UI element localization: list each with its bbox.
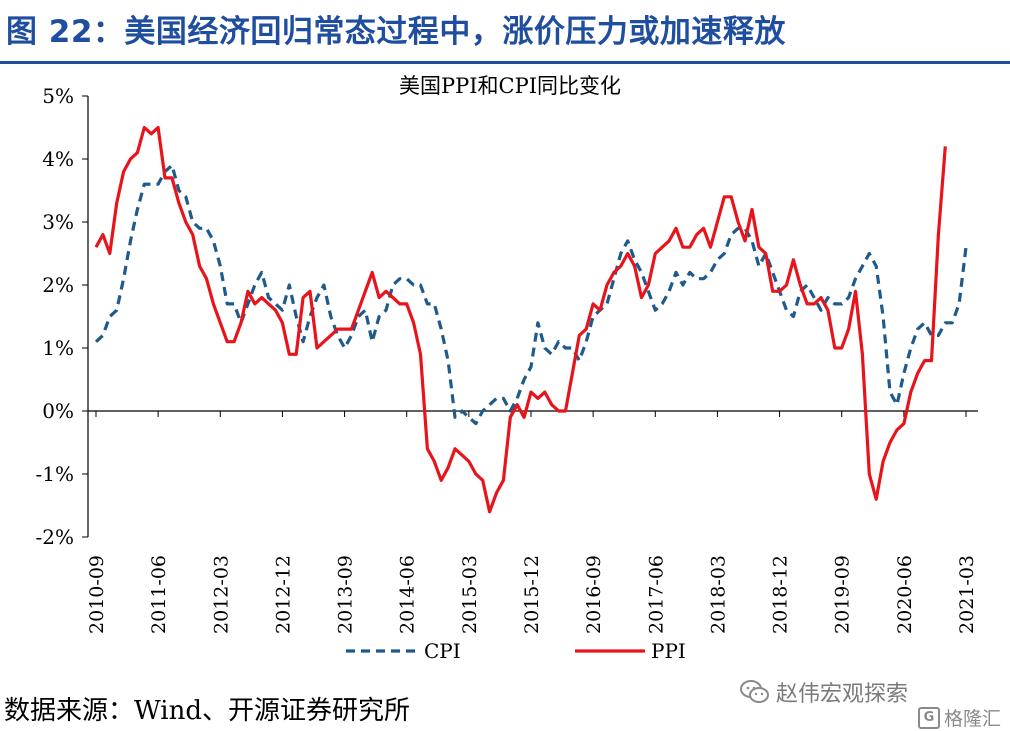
line-chart: 5% 4% 3% 2% 1% 0% -1% -2% 2010-09 2011-06 2012-03… — [36, 84, 978, 663]
x-tick-label: 2015-03 — [459, 555, 481, 634]
y-tick-label: 4% — [42, 147, 74, 171]
x-tick-label: 2021-03 — [956, 555, 978, 634]
x-tick-label: 2012-12 — [272, 555, 294, 634]
y-tick-label: 1% — [42, 336, 74, 360]
y-tick-label: 0% — [42, 399, 74, 423]
title-rule — [0, 61, 1010, 64]
series-lines — [94, 125, 968, 514]
y-tick-label: 3% — [42, 210, 74, 234]
watermark-site-text: 格隆汇 — [944, 708, 1002, 730]
x-tick-label: 2014-06 — [397, 555, 419, 634]
x-tick-label: 2013-09 — [335, 555, 357, 634]
x-tick-label: 2019-09 — [832, 555, 854, 634]
y-tick-labels: 5% 4% 3% 2% 1% 0% -1% -2% — [36, 84, 75, 549]
g-logo-icon: G — [918, 706, 940, 729]
x-tick-label: 2017-06 — [645, 555, 667, 634]
x-tick-label: 2018-03 — [707, 555, 729, 634]
figure-title: 图 22：美国经济回归常态过程中，涨价压力或加速释放 — [6, 14, 786, 50]
wechat-icon — [740, 680, 769, 703]
legend: CPI PPI — [346, 639, 686, 663]
chart-title: 美国PPI和CPI同比变化 — [398, 74, 622, 98]
source-note: 数据来源：Wind、开源证券研究所 — [4, 696, 410, 726]
x-tick-label: 2016-09 — [583, 555, 605, 634]
y-tick-label: -2% — [36, 525, 75, 549]
y-tick-label: -1% — [36, 462, 75, 486]
y-tick-label: 2% — [42, 273, 74, 297]
series-line-ppi — [94, 125, 947, 514]
legend-label-ppi: PPI — [651, 639, 686, 663]
watermark-wechat-text: 赵伟宏观探索 — [776, 682, 909, 707]
watermark-site: G 格隆汇 — [918, 704, 1001, 731]
x-tick-label: 2011-06 — [148, 555, 170, 634]
series-line-cpi — [94, 163, 968, 426]
legend-label-cpi: CPI — [424, 639, 461, 663]
x-tick-label: 2018-12 — [770, 555, 792, 634]
x-tick-labels: 2010-09 2011-06 2012-03 2012-12 2013-09 2014-… — [86, 555, 978, 634]
x-tick-label: 2010-09 — [86, 555, 108, 634]
x-tick-label: 2012-03 — [210, 555, 232, 634]
axes — [82, 95, 978, 538]
x-tick-label: 2020-06 — [894, 555, 916, 634]
y-tick-label: 5% — [42, 84, 74, 108]
watermark-wechat: 赵伟宏观探索 — [740, 676, 908, 708]
x-tick-label: 2015-12 — [521, 555, 543, 634]
